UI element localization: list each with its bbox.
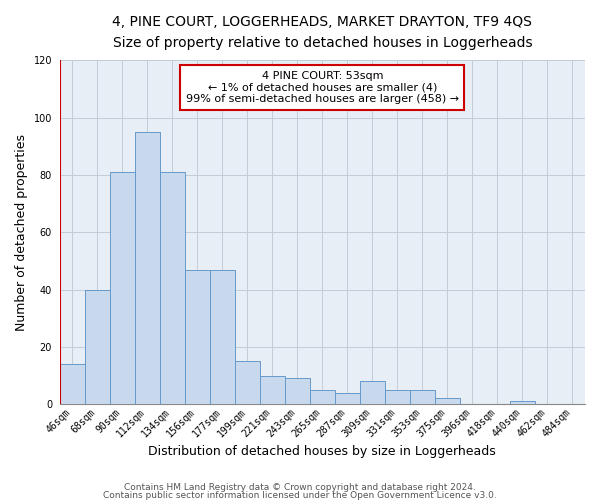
Title: 4, PINE COURT, LOGGERHEADS, MARKET DRAYTON, TF9 4QS
Size of property relative to: 4, PINE COURT, LOGGERHEADS, MARKET DRAYT… bbox=[112, 15, 532, 50]
Text: 4 PINE COURT: 53sqm
← 1% of detached houses are smaller (4)
99% of semi-detached: 4 PINE COURT: 53sqm ← 1% of detached hou… bbox=[186, 71, 459, 104]
Bar bbox=[435, 398, 460, 404]
Bar bbox=[185, 270, 210, 404]
Y-axis label: Number of detached properties: Number of detached properties bbox=[15, 134, 28, 331]
Bar bbox=[110, 172, 135, 404]
X-axis label: Distribution of detached houses by size in Loggerheads: Distribution of detached houses by size … bbox=[148, 444, 496, 458]
Bar bbox=[235, 361, 260, 404]
Bar bbox=[59, 364, 85, 404]
Bar bbox=[210, 270, 235, 404]
Bar bbox=[135, 132, 160, 404]
Bar bbox=[285, 378, 310, 404]
Bar bbox=[160, 172, 185, 404]
Bar bbox=[260, 376, 285, 404]
Bar bbox=[510, 402, 535, 404]
Text: Contains HM Land Registry data © Crown copyright and database right 2024.: Contains HM Land Registry data © Crown c… bbox=[124, 484, 476, 492]
Bar bbox=[85, 290, 110, 404]
Bar bbox=[310, 390, 335, 404]
Bar bbox=[360, 382, 385, 404]
Bar bbox=[385, 390, 410, 404]
Bar bbox=[335, 392, 360, 404]
Bar bbox=[410, 390, 435, 404]
Text: Contains public sector information licensed under the Open Government Licence v3: Contains public sector information licen… bbox=[103, 490, 497, 500]
